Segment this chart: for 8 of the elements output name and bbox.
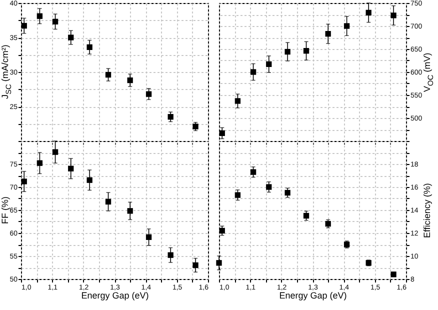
y2-axis-title: Efficiency (%) (422, 182, 432, 238)
y-axis-title: FF (%) (0, 196, 10, 224)
point (192, 124, 198, 130)
x-axis-title: Energy Gap (eV) (81, 290, 149, 300)
point (250, 69, 256, 75)
x-axis-title: Energy Gap (eV) (279, 290, 347, 300)
point (234, 98, 241, 104)
point (344, 23, 350, 29)
